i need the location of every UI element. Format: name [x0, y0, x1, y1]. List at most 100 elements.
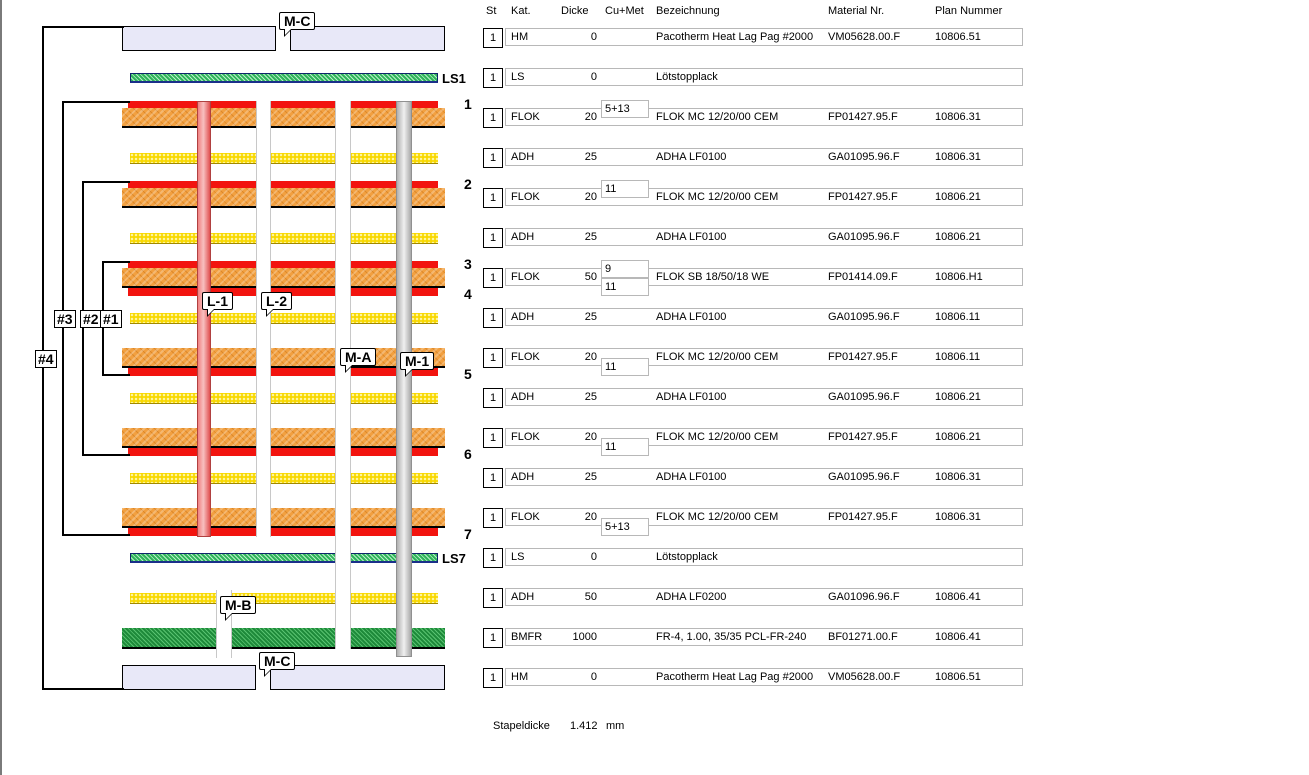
copper-2b[interactable]	[271, 181, 335, 189]
soldermask-top[interactable]	[130, 73, 438, 83]
copper-4b[interactable]	[271, 288, 335, 296]
fr4-core-a[interactable]	[122, 628, 216, 649]
adhesive-3a[interactable]	[130, 313, 256, 324]
adhesive-1a[interactable]	[130, 153, 256, 164]
copper-7a[interactable]	[128, 528, 256, 536]
copper-7c[interactable]	[351, 528, 438, 536]
table-row[interactable]: 1 BMFR 1000 FR-4, 1.00, 35/35 PCL-FR-240 BF0…	[483, 628, 1023, 648]
copper-4a[interactable]	[128, 288, 256, 296]
copper-3a[interactable]	[128, 261, 256, 269]
table-row[interactable]: 1 FLOK 20 FLOK MC 12/20/00 CEM FP01427.95.F 1…	[483, 100, 1023, 128]
row-st-field[interactable]: 1	[483, 308, 503, 328]
table-row[interactable]: 1 FLOK 20 FLOK MC 12/20/00 CEM FP01427.95.F 1…	[483, 428, 1023, 456]
bracket-label-1[interactable]: #1	[100, 310, 122, 328]
table-row[interactable]: 1 FLOK 50 FLOK SB 18/50/18 WE FP01414.09.F 10…	[483, 260, 1023, 296]
copper-3c[interactable]	[351, 261, 438, 269]
adhesive-6c[interactable]	[351, 593, 438, 604]
table-row[interactable]: 1 FLOK 20 FLOK MC 12/20/00 CEM FP01427.95.F 1…	[483, 508, 1023, 536]
row-st-field[interactable]: 1	[483, 588, 503, 608]
row-st-field[interactable]: 1	[483, 628, 503, 648]
heat-pad-top-right[interactable]	[290, 26, 445, 51]
table-row[interactable]: 1 ADH 50 ADHA LF0200 GA01096.96.F 10806.41	[483, 588, 1023, 608]
row-st-field[interactable]: 1	[483, 548, 503, 568]
copper-2c[interactable]	[351, 181, 438, 189]
row-st-field[interactable]: 1	[483, 468, 503, 488]
table-row[interactable]: 1 ADH 25 ADHA LF0100 GA01095.96.F 10806.21	[483, 388, 1023, 408]
heat-pad-top-left[interactable]	[122, 26, 276, 51]
adhesive-3c[interactable]	[351, 313, 438, 324]
row-st-field[interactable]: 1	[483, 28, 503, 48]
row-cu-met-field[interactable]: 11	[601, 180, 649, 198]
adhesive-5a[interactable]	[130, 473, 256, 484]
adhesive-1b[interactable]	[271, 153, 335, 164]
adhesive-5b[interactable]	[271, 473, 335, 484]
flex-core-6a[interactable]	[122, 428, 256, 448]
row-cu-met-field[interactable]: 11	[601, 358, 649, 376]
row-cu-met-field[interactable]: 11	[601, 438, 649, 456]
flex-core-3b[interactable]	[271, 268, 335, 288]
table-row[interactable]: 1 FLOK 20 FLOK MC 12/20/00 CEM FP01427.95.F 1…	[483, 180, 1023, 208]
adhesive-6a[interactable]	[130, 593, 216, 604]
adhesive-4b[interactable]	[271, 393, 335, 404]
copper-6b[interactable]	[271, 448, 335, 456]
table-row[interactable]: 1 ADH 25 ADHA LF0100 GA01095.96.F 10806.31	[483, 468, 1023, 488]
row-st-field[interactable]: 1	[483, 188, 503, 208]
via-label-mb[interactable]: M-B	[220, 596, 257, 621]
copper-6c[interactable]	[351, 448, 438, 456]
adhesive-4a[interactable]	[130, 393, 256, 404]
adhesive-4c[interactable]	[351, 393, 438, 404]
row-st-field[interactable]: 1	[483, 668, 503, 688]
adhesive-3b[interactable]	[271, 313, 335, 324]
row-cu-met-field[interactable]: 5+13	[601, 518, 649, 536]
heat-pad-bottom-right[interactable]	[270, 665, 445, 690]
via-label-ma[interactable]: M-A	[340, 348, 377, 373]
adhesive-5c[interactable]	[351, 473, 438, 484]
table-row[interactable]: 1 ADH 25 ADHA LF0100 GA01095.96.F 10806.21	[483, 228, 1023, 248]
copper-1b[interactable]	[271, 101, 335, 109]
row-st-field[interactable]: 1	[483, 268, 503, 288]
row-st-field[interactable]: 1	[483, 508, 503, 528]
via-label-l1[interactable]: L-1	[202, 292, 233, 317]
bracket-label-3[interactable]: #3	[54, 310, 76, 328]
flex-core-5a[interactable]	[122, 348, 256, 368]
row-cu-met-field[interactable]: 9	[601, 260, 649, 278]
adhesive-2c[interactable]	[351, 233, 438, 244]
soldermask-bottom[interactable]	[130, 553, 438, 563]
row-st-field[interactable]: 1	[483, 228, 503, 248]
copper-6a[interactable]	[128, 448, 256, 456]
copper-1c[interactable]	[351, 101, 438, 109]
row-st-field[interactable]: 1	[483, 68, 503, 88]
row-st-field[interactable]: 1	[483, 348, 503, 368]
row-st-field[interactable]: 1	[483, 428, 503, 448]
row-st-field[interactable]: 1	[483, 108, 503, 128]
table-row[interactable]: 1 FLOK 20 FLOK MC 12/20/00 CEM FP01427.95.F 1…	[483, 348, 1023, 376]
via-l1[interactable]	[197, 101, 211, 537]
via-m1[interactable]	[396, 101, 412, 657]
via-label-l2[interactable]: L-2	[261, 292, 292, 317]
fr4-core-b[interactable]	[232, 628, 335, 649]
table-row[interactable]: 1 ADH 25 ADHA LF0100 GA01095.96.F 10806.31	[483, 148, 1023, 168]
adhesive-2a[interactable]	[130, 233, 256, 244]
row-cu-met-field[interactable]: 11	[601, 278, 649, 296]
adhesive-2b[interactable]	[271, 233, 335, 244]
flex-core-2a[interactable]	[122, 188, 256, 208]
copper-5c[interactable]	[351, 368, 438, 376]
table-row[interactable]: 1 LS 0 Lötstopplack	[483, 68, 1023, 88]
via-label-mc-bottom[interactable]: M-C	[259, 652, 296, 677]
copper-7b[interactable]	[271, 528, 335, 536]
bracket-label-4[interactable]: #4	[35, 350, 57, 368]
table-row[interactable]: 1 HM 0 Pacotherm Heat Lag Pag #2000 VM05628.…	[483, 28, 1023, 48]
heat-pad-bottom-left[interactable]	[122, 665, 256, 690]
table-row[interactable]: 1 ADH 25 ADHA LF0100 GA01095.96.F 10806.11	[483, 308, 1023, 328]
copper-5a[interactable]	[128, 368, 256, 376]
copper-3b[interactable]	[271, 261, 335, 269]
table-row[interactable]: 1 LS 0 Lötstopplack	[483, 548, 1023, 568]
flex-core-2b[interactable]	[271, 188, 335, 208]
via-label-mc-top[interactable]: M-C	[279, 12, 316, 37]
copper-2a[interactable]	[128, 181, 256, 189]
flex-core-7a[interactable]	[122, 508, 256, 528]
flex-core-1a[interactable]	[122, 108, 256, 128]
copper-5b[interactable]	[271, 368, 335, 376]
bracket-label-2[interactable]: #2	[80, 310, 102, 328]
flex-core-6b[interactable]	[271, 428, 335, 448]
